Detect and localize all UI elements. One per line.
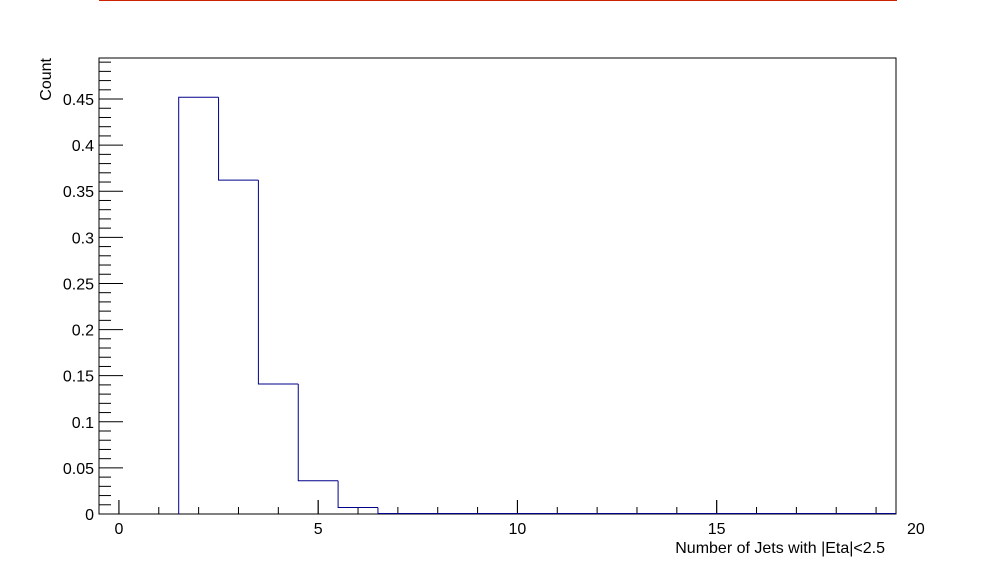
- histogram-bin: [218, 97, 259, 181]
- x-tick-label: 15: [708, 521, 726, 538]
- y-tick-label: 0.1: [72, 415, 94, 432]
- x-tick-label: 0: [114, 521, 123, 538]
- y-tick-label: 0: [85, 507, 94, 524]
- y-tick-label: 0.35: [63, 184, 94, 201]
- y-tick-label: 0.2: [72, 323, 94, 340]
- histogram-bin: [257, 180, 299, 385]
- y-tick-label: 0.45: [63, 92, 94, 109]
- y-tick-label: 0.05: [63, 461, 94, 478]
- x-axis-title: Number of Jets with |Eta|<2.5: [675, 540, 885, 557]
- y-axis-title: Count: [38, 57, 55, 100]
- x-tick-label: 20: [907, 521, 925, 538]
- x-axis: 0 5 10 15 20: [114, 500, 925, 538]
- x-tick-label: 10: [509, 521, 527, 538]
- histogram-bin: [178, 96, 219, 514]
- y-axis: 0 0.05 0.1 0.15 0.2 0.25 0.3 0.35 0.4 0.45: [63, 61, 123, 524]
- y-tick-label: 0.15: [63, 369, 94, 386]
- histogram-bin: [297, 383, 339, 482]
- y-tick-label: 0.3: [72, 230, 94, 247]
- histogram-bins: [178, 96, 896, 514]
- histogram-bin: [337, 480, 378, 509]
- x-tick-label: 5: [314, 521, 323, 538]
- y-tick-label: 0.4: [72, 138, 94, 155]
- y-tick-label: 0.25: [63, 276, 94, 293]
